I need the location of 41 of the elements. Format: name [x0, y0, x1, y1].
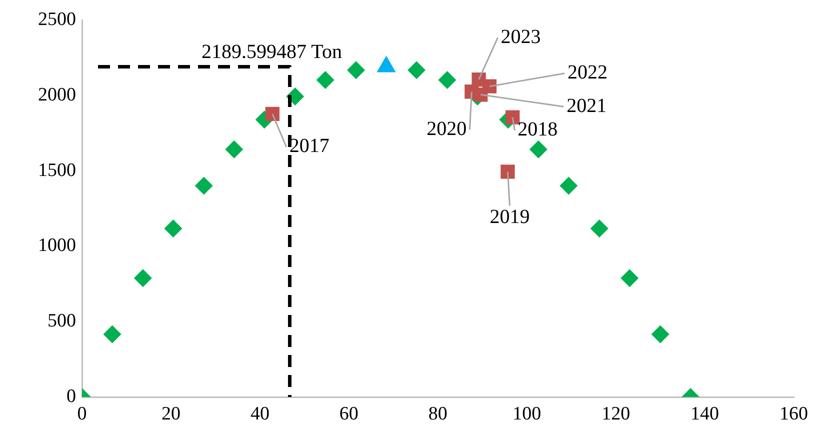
point	[529, 140, 548, 158]
y-tick-label: 500	[48, 310, 76, 332]
point	[408, 61, 426, 80]
point	[347, 61, 366, 80]
x-tick-label: 40	[250, 403, 270, 424]
x-tick-label: 100	[512, 403, 542, 424]
y-tick-label: 1500	[38, 160, 76, 181]
annotation: 2019	[490, 206, 530, 228]
y-tick-label: 2500	[38, 8, 76, 30]
x-tick-label: 20	[161, 403, 180, 424]
point	[265, 106, 280, 122]
point	[590, 220, 608, 238]
point	[560, 176, 578, 195]
x-tick-label: 60	[339, 403, 358, 424]
point	[134, 269, 152, 288]
point	[506, 110, 520, 124]
x-tick-label: 140	[690, 403, 720, 424]
x-tick-label: 120	[602, 403, 630, 424]
annotation: 2021	[566, 94, 607, 117]
point	[225, 140, 244, 158]
annotation: 2017	[289, 135, 330, 158]
y-tick-label: 0	[66, 386, 76, 407]
y-tick-label: 2000	[38, 84, 76, 106]
point	[164, 220, 182, 238]
annotation: 2023	[500, 26, 541, 48]
point	[438, 71, 456, 90]
point	[500, 164, 515, 179]
point	[472, 72, 486, 87]
annotation: 2189.599487 Ton	[202, 41, 342, 63]
annotation: 2018	[518, 118, 558, 141]
annotation: 2020	[426, 118, 467, 140]
point	[103, 325, 122, 344]
x-tick-label: 80	[428, 403, 448, 424]
annotation: 2022	[567, 62, 608, 84]
point	[194, 176, 213, 195]
point	[651, 325, 670, 344]
y-tick-label: 1000	[38, 235, 76, 256]
x-tick-label: 160	[780, 403, 808, 424]
point	[316, 71, 334, 90]
point	[474, 88, 488, 102]
point	[620, 269, 639, 288]
